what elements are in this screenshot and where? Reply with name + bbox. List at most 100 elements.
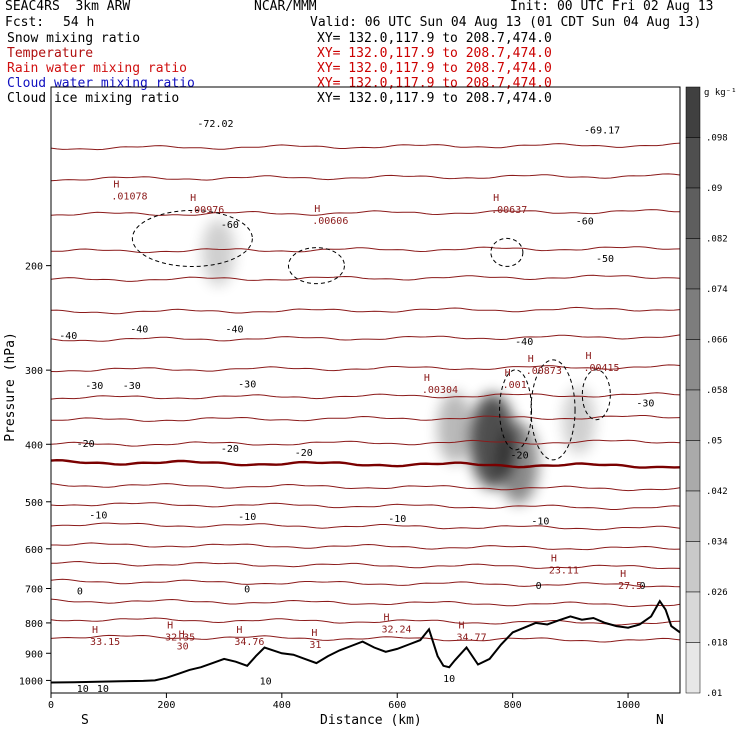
snow-core xyxy=(498,421,539,504)
model-label: SEAC4RS 3km ARW xyxy=(5,0,131,14)
isotherm xyxy=(51,439,680,447)
high-marker: H xyxy=(585,351,591,362)
colorbar-label: .09 xyxy=(706,184,722,194)
isotherm xyxy=(51,483,680,492)
isotherm-label: -10 xyxy=(238,512,256,523)
x-end-left: S xyxy=(81,713,89,728)
high-marker: H xyxy=(311,628,317,639)
isotherm-label: -30 xyxy=(238,380,256,391)
isotherm-label: -30 xyxy=(636,398,654,409)
high-value: 32.35 xyxy=(165,632,195,643)
x-axis-label: Distance (km) xyxy=(320,713,422,728)
y-tick-label: 300 xyxy=(25,366,43,377)
high-value: 27.5 xyxy=(618,581,642,592)
fcst-value: 54 h xyxy=(63,15,95,30)
isotherm-label: -20 xyxy=(511,450,529,461)
x-tick-label: 800 xyxy=(504,700,522,711)
isotherm-label: -10 xyxy=(388,514,406,525)
colorbar-swatch xyxy=(685,490,701,542)
colorbar-swatch xyxy=(685,339,701,391)
isotherm xyxy=(51,522,680,531)
high-marker: H xyxy=(113,179,119,190)
ice-contour xyxy=(490,237,524,267)
colorbar-label: .098 xyxy=(706,134,728,144)
cloud-ice-contour-layer xyxy=(131,209,611,461)
isotherm-label: -20 xyxy=(295,448,313,459)
x-tick-label: 200 xyxy=(157,700,175,711)
isotherm-label: -60 xyxy=(576,217,594,228)
zero-isotherm xyxy=(51,458,680,469)
isotherm-label: 10 xyxy=(260,676,272,687)
high-marker: H xyxy=(424,373,430,384)
isotherm-label: -72.02 xyxy=(197,119,233,130)
isotherm xyxy=(51,560,680,570)
isotherm-label: -20 xyxy=(221,444,239,455)
isotherm-label: -30 xyxy=(123,381,141,392)
isotherm xyxy=(51,142,680,151)
fcst-label: Fcst: xyxy=(5,15,45,30)
institution-label: NCAR/MMM xyxy=(254,0,317,14)
colorbar-swatch xyxy=(685,642,701,694)
isotherm xyxy=(51,502,680,510)
y-tick-label: 200 xyxy=(25,262,43,273)
high-marker: H xyxy=(190,193,196,204)
isotherm xyxy=(51,392,680,400)
isotherm-label: -20 xyxy=(77,439,95,450)
y-tick-label: 600 xyxy=(25,545,43,556)
isotherm xyxy=(51,306,680,315)
isotherm xyxy=(51,334,680,342)
high-marker: H xyxy=(458,620,464,631)
isotherm-label: -40 xyxy=(225,324,243,335)
isotherm-label: 0 xyxy=(639,581,645,592)
colorbar-swatch xyxy=(685,137,701,189)
isotherm-label: -40 xyxy=(515,337,533,348)
high-value: .00304 xyxy=(422,385,458,396)
snow-core xyxy=(562,387,596,454)
x-tick-label: 400 xyxy=(273,700,291,711)
high-value: .01078 xyxy=(111,191,147,202)
isotherm-label: 10 xyxy=(443,674,455,685)
colorbar-swatch xyxy=(685,288,701,340)
high-marker: H xyxy=(493,193,499,204)
field-name: Rain water mixing ratio xyxy=(7,61,188,76)
high-value: 30 xyxy=(177,642,189,653)
isotherm xyxy=(51,617,680,626)
axes-layer: 0 200 400 600 800 100020030040050060070080090… xyxy=(19,262,640,711)
snow-core xyxy=(201,219,235,286)
high-value: .00976 xyxy=(188,205,224,216)
y-tick-label: 700 xyxy=(25,585,43,596)
isotherm xyxy=(51,364,680,373)
isotherm xyxy=(51,274,680,282)
x-end-right: N xyxy=(656,713,664,728)
valid-label: Valid: 06 UTC Sun 04 Aug 13 (01 CDT Sun … xyxy=(310,15,702,30)
isotherm xyxy=(51,173,680,182)
snow-shading-layer xyxy=(201,219,596,504)
high-marker: H xyxy=(92,625,98,636)
colorbar-label: .042 xyxy=(706,487,728,497)
ice-contour xyxy=(499,369,533,451)
contour-label-layer: -72.02 -69.17 -60 -60 -50 -40 -40 -40 -40 -30 -30 -… xyxy=(59,119,654,695)
ice-contour xyxy=(131,209,253,267)
high-value: 31 xyxy=(309,640,321,651)
colorbar-swatch xyxy=(685,187,701,239)
high-value: 33.15 xyxy=(90,637,120,648)
colorbar-label: .058 xyxy=(706,386,728,396)
x-tick-label: 0 xyxy=(48,700,54,711)
plot-frame xyxy=(50,86,681,694)
high-value: 23.11 xyxy=(549,565,579,576)
high-value: .00873 xyxy=(526,366,562,377)
isotherm-label: 0 xyxy=(244,585,250,596)
isotherm-layer xyxy=(51,142,680,643)
terrain-layer xyxy=(51,599,680,684)
isotherm xyxy=(51,634,680,643)
y-tick-label: 800 xyxy=(25,619,43,630)
isotherm-label: -60 xyxy=(221,220,239,231)
high-marker: H xyxy=(620,569,626,580)
colorbar-label: .026 xyxy=(706,588,728,598)
y-axis-label: Pressure (hPa) xyxy=(3,332,18,442)
y-tick-label: 400 xyxy=(25,440,43,451)
field-name: Cloud ice mixing ratio xyxy=(7,91,180,106)
x-tick-label: 600 xyxy=(388,700,406,711)
colorbar-unit: g kg⁻¹ xyxy=(704,88,737,98)
